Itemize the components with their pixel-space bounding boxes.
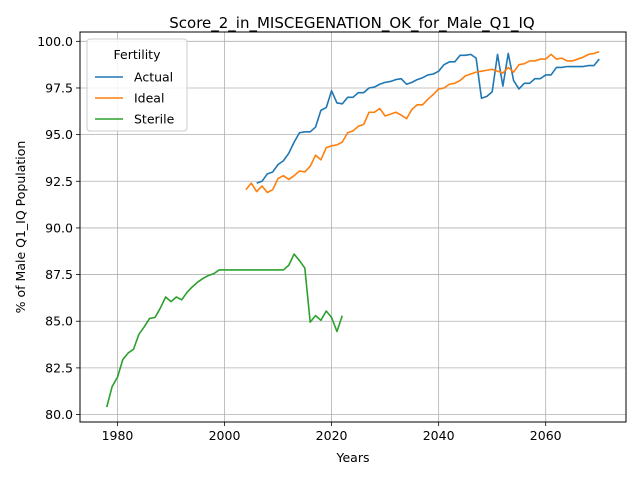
y-tick-label: 80.0: [45, 407, 73, 422]
y-tick-label: 87.5: [45, 267, 73, 282]
legend-entry-sterile: Sterile: [95, 112, 175, 127]
legend: Fertility Actual Ideal Sterile: [86, 38, 188, 132]
legend-title: Fertility: [114, 47, 162, 62]
y-tick-label: 95.0: [45, 127, 73, 142]
x-axis: 1980 2000 2020 2040 2060: [102, 422, 562, 443]
legend-entry-ideal: Ideal: [95, 91, 164, 106]
legend-label: Ideal: [134, 91, 164, 106]
series-line-sterile: [105, 253, 344, 408]
x-tick-label: 2000: [209, 428, 241, 443]
legend-label: Actual: [134, 70, 173, 85]
y-tick-label: 92.5: [45, 174, 73, 189]
x-tick-label: 1980: [102, 428, 134, 443]
legend-box: [86, 38, 188, 132]
plot-frame: [79, 31, 627, 423]
y-axis-label: % of Male Q1_IQ Population: [13, 141, 28, 314]
legend-label: Sterile: [134, 112, 175, 127]
x-tick-label: 2060: [530, 428, 562, 443]
grid: [80, 32, 626, 422]
x-tick-label: 2040: [423, 428, 455, 443]
x-tick-label: 2020: [316, 428, 348, 443]
y-axis: 80.0 82.5 85.0 87.5 90.0 92.5 95.0 97.5 100.0: [37, 34, 80, 422]
y-tick-label: 82.5: [45, 360, 73, 375]
y-tick-label: 85.0: [45, 314, 73, 329]
legend-entry-actual: Actual: [95, 70, 173, 85]
series-line-ideal: [245, 50, 600, 194]
series-layer: [105, 50, 600, 408]
chart-title: Score_2_in_MISCEGENATION_OK_for_Male_Q1_…: [169, 14, 534, 33]
y-tick-label: 90.0: [45, 220, 73, 235]
y-tick-label: 100.0: [37, 34, 73, 49]
series-line-actual: [256, 52, 600, 184]
x-axis-label: Years: [336, 450, 370, 465]
y-tick-label: 97.5: [45, 80, 73, 95]
legend-entries: Actual Ideal Sterile: [95, 70, 175, 127]
